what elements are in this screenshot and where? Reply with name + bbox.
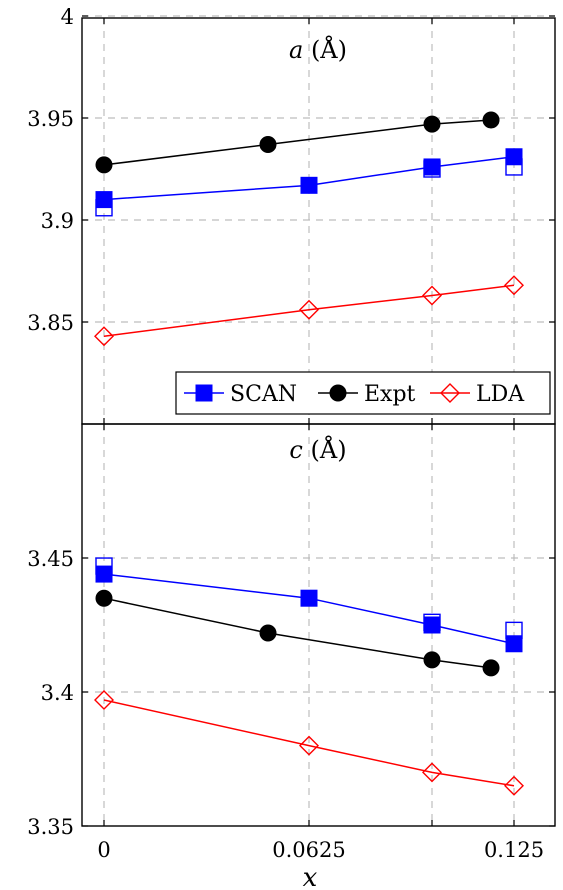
panel1-lda-point	[504, 275, 524, 296]
panel2-ytick-label: 3.4	[41, 681, 74, 705]
legend-entry-lda: LDA	[430, 382, 525, 407]
panel1-expt-point	[482, 111, 500, 129]
panel1-series-expt	[95, 111, 500, 174]
panel2-scan-open-point	[505, 621, 523, 640]
panel1-title-var: a	[289, 36, 303, 64]
panel2-series-scan-open	[95, 557, 523, 640]
axes-frame	[81, 15, 556, 827]
legend-label: SCAN	[230, 382, 297, 407]
panel2-frame	[81, 423, 556, 827]
panel2-scan-open-point	[95, 557, 113, 575]
panel2-lda-point	[94, 690, 114, 711]
panel1-expt-point	[259, 136, 277, 154]
legend: SCAN Expt LDA	[175, 371, 551, 415]
panel2-expt-point	[95, 589, 113, 607]
legend-marker	[195, 384, 213, 402]
panel1-series-scan-open	[95, 158, 523, 217]
x-tick-label: 0.125	[484, 838, 544, 862]
panel2-title-space	[303, 436, 311, 464]
panel2-title-var: c	[289, 436, 302, 464]
panel2-scan-point	[300, 589, 318, 607]
panel2-series-scan	[95, 565, 523, 653]
panel1-frame	[81, 17, 556, 425]
panel1-title-unit: (Å)	[311, 35, 347, 64]
panel1-ytick-label: 3.95	[27, 107, 74, 131]
legend-marker	[329, 384, 347, 402]
panel1-expt-line	[103, 119, 492, 166]
panel2-ytick-label: 3.35	[27, 815, 74, 839]
panel1-scan-line	[103, 156, 515, 201]
panel2-ytick-label: 3.45	[27, 547, 74, 571]
panel1-ytick-label: 3.85	[27, 311, 74, 335]
panel1-series-lda	[94, 275, 524, 347]
panel2-expt-point	[482, 659, 500, 677]
legend-marker	[440, 383, 460, 403]
panel2-series-lda	[94, 690, 524, 796]
panel2-expt-line	[103, 597, 492, 669]
legend-entry-scan: SCAN	[184, 382, 297, 407]
panel1-scan-open-point	[505, 158, 523, 176]
panel2-lda-point	[422, 762, 442, 783]
panel1-title-space	[303, 36, 311, 64]
panel2-title: c (Å)	[289, 435, 346, 464]
panel2-series-expt	[95, 589, 500, 677]
panel1-lda-point	[94, 326, 114, 347]
series-layer	[94, 111, 524, 796]
x-tick-label: 0	[97, 838, 110, 862]
panel1-lda-point	[299, 299, 319, 320]
panel1-scan-point	[300, 176, 318, 194]
panel2-expt-point	[423, 651, 441, 669]
panel2-scan-open-point	[423, 613, 441, 632]
panel1-ytick-label: 4	[61, 5, 74, 29]
legend-box	[175, 371, 551, 415]
panel1-lda-line	[103, 284, 515, 338]
legend-label: LDA	[476, 382, 525, 407]
panel2-title-unit: (Å)	[311, 435, 347, 464]
panel1-title: a (Å)	[289, 35, 347, 64]
panel1-expt-point	[95, 156, 113, 174]
legend-label: Expt	[364, 382, 416, 407]
panel2-scan-point	[505, 635, 523, 653]
panel1-lda-point	[422, 285, 442, 306]
panel2-lda-point	[504, 775, 524, 796]
panel2-scan-line	[103, 573, 515, 645]
panel2-lda-point	[299, 735, 319, 756]
legend-entry-expt: Expt	[318, 382, 416, 407]
x-axis-label: x	[303, 863, 318, 890]
panel1-expt-point	[423, 115, 441, 133]
panel1-scan-open-point	[423, 160, 441, 178]
text-layer: 4 3.95 3.9 3.85 a (Å) 3.45 3.4 3.35 0 0.0625 0.125…	[27, 5, 544, 890]
x-tick-label: 0.0625	[272, 838, 345, 862]
panel2-expt-point	[259, 624, 277, 642]
panel1-ytick-label: 3.9	[41, 209, 74, 233]
panel1-scan-point	[505, 148, 523, 166]
panel1-scan-open-point	[95, 199, 113, 217]
panel2-lda-line	[103, 699, 515, 787]
